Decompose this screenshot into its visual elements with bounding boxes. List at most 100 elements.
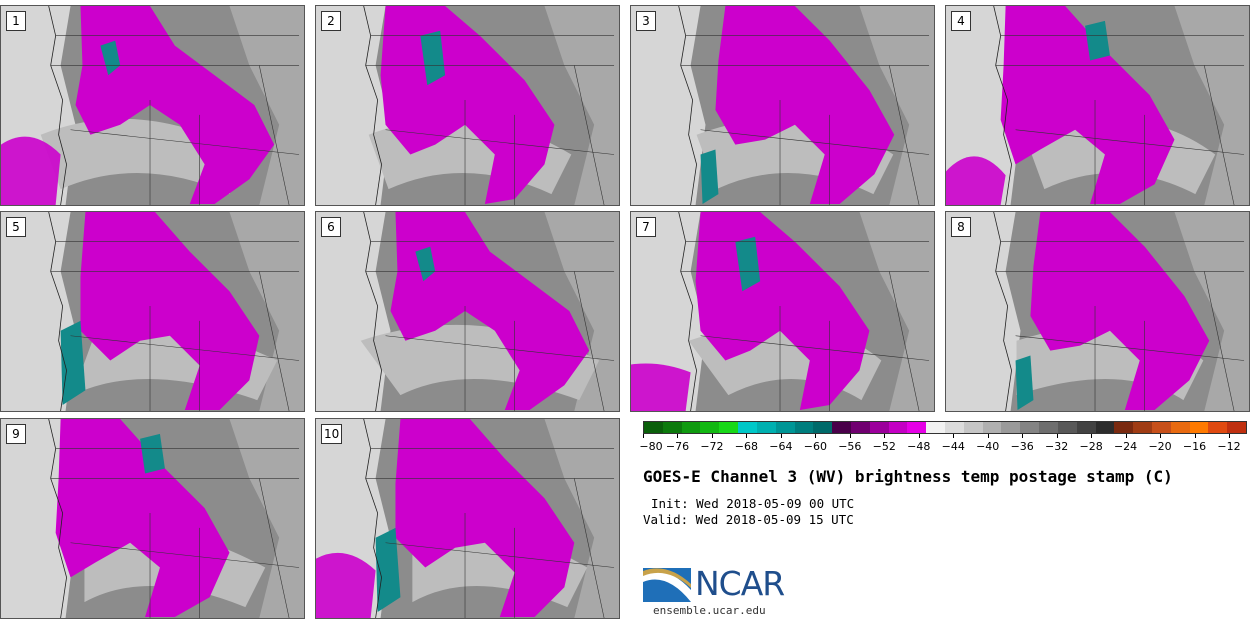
colorbar-swatch <box>907 422 927 433</box>
panel-number: 8 <box>951 217 971 237</box>
postage-stamp-panel: 4 <box>945 5 1250 206</box>
colorbar-swatch <box>719 422 739 433</box>
colorbar-tick-label: −64 <box>769 440 793 453</box>
ncar-logo-text: NCAR <box>695 564 785 603</box>
figure-title: GOES-E Channel 3 (WV) brightness temp po… <box>643 467 1173 486</box>
colorbar-swatch <box>1057 422 1077 433</box>
colorbar-swatch <box>1170 422 1190 433</box>
colorbar-swatch <box>1133 422 1152 433</box>
postage-stamp-panel: 6 <box>315 211 620 412</box>
colorbar-swatch <box>1208 422 1228 433</box>
brightness-temp-map <box>946 212 1249 411</box>
colorbar-swatch <box>926 422 945 433</box>
colorbar-swatch <box>963 422 983 433</box>
colorbar-swatch <box>982 422 1002 433</box>
postage-stamp-panel: 10 <box>315 418 620 619</box>
panel-number: 3 <box>636 11 656 31</box>
colorbar-tick-label: −40 <box>976 440 1000 453</box>
postage-stamp-panel: 3 <box>630 5 935 206</box>
colorbar-tick-label: −72 <box>700 440 724 453</box>
colorbar-swatch <box>1001 422 1021 433</box>
colorbar-swatch <box>832 422 851 433</box>
colorbar-tick-label: −36 <box>1010 440 1034 453</box>
panel-number: 2 <box>321 11 341 31</box>
colorbar-tick <box>1125 434 1127 438</box>
brightness-temp-map <box>1 212 304 411</box>
postage-stamp-panel: 8 <box>945 211 1250 412</box>
brightness-temp-map <box>631 6 934 205</box>
colorbar-swatch <box>888 422 908 433</box>
postage-stamp-panel: 5 <box>0 211 305 412</box>
colorbar-tick <box>1022 434 1024 438</box>
colorbar-tick-label: −80 <box>639 440 663 453</box>
colorbar-swatch <box>775 422 795 433</box>
colorbar-tick-label: −52 <box>872 440 896 453</box>
colorbar-tick <box>677 434 679 438</box>
colorbar-tick-label: −28 <box>1079 440 1103 453</box>
colorbar-tick <box>1091 434 1093 438</box>
colorbar-tick <box>711 434 713 438</box>
colorbar-swatch <box>1114 422 1134 433</box>
colorbar-swatch <box>644 422 663 433</box>
colorbar-swatch <box>1227 422 1246 433</box>
colorbar-swatch <box>1076 422 1096 433</box>
postage-stamp-panel: 9 <box>0 418 305 619</box>
colorbar-swatch <box>869 422 889 433</box>
colorbar-tick <box>746 434 748 438</box>
colorbar-tick-label: −56 <box>838 440 862 453</box>
panel-number: 1 <box>6 11 26 31</box>
colorbar-tick-label: −16 <box>1182 440 1207 453</box>
colorbar-tick-label: −20 <box>1148 440 1172 453</box>
brightness-temp-map <box>316 419 619 618</box>
postage-stamp-panel: 2 <box>315 5 620 206</box>
colorbar-tick-label: −32 <box>1045 440 1069 453</box>
panel-number: 5 <box>6 217 26 237</box>
colorbar-swatch <box>700 422 720 433</box>
site-url: ensemble.ucar.edu <box>653 604 766 617</box>
colorbar-tick <box>918 434 920 438</box>
colorbar-tick <box>1056 434 1058 438</box>
panel-number: 10 <box>321 424 343 444</box>
valid-time: Valid: Wed 2018-05-09 15 UTC <box>643 512 854 527</box>
colorbar <box>643 421 1247 434</box>
colorbar-swatch <box>794 422 814 433</box>
colorbar-tick <box>780 434 782 438</box>
colorbar-swatch <box>850 422 870 433</box>
colorbar-swatch <box>681 422 701 433</box>
colorbar-tick-label: −48 <box>907 440 931 453</box>
colorbar-tick <box>1194 434 1196 438</box>
colorbar-tick-label: −68 <box>734 440 759 453</box>
colorbar-swatch <box>738 422 757 433</box>
colorbar-tick-label: −60 <box>803 440 827 453</box>
colorbar-swatch <box>813 422 833 433</box>
colorbar-tick-label: −12 <box>1217 440 1241 453</box>
colorbar-tick <box>953 434 955 438</box>
colorbar-tick-label: −24 <box>1113 440 1138 453</box>
colorbar-swatch <box>1039 422 1058 433</box>
colorbar-swatch <box>1020 422 1040 433</box>
colorbar-tick-label: −44 <box>941 440 965 453</box>
brightness-temp-map <box>1 419 304 618</box>
colorbar-swatch <box>1189 422 1209 433</box>
colorbar-tick <box>643 434 644 438</box>
panel-number: 9 <box>6 424 26 444</box>
colorbar-tick <box>987 434 989 438</box>
panel-number: 6 <box>321 217 341 237</box>
colorbar-swatch <box>1151 422 1171 433</box>
postage-stamp-panel: 1 <box>0 5 305 206</box>
brightness-temp-map <box>316 6 619 205</box>
colorbar-swatch <box>945 422 964 433</box>
colorbar-tick <box>1160 434 1162 438</box>
colorbar-tick <box>815 434 817 438</box>
colorbar-ticks: −80 −76 −72 −68 −64 −60 −56 −52 −48 −44 −40 −36 −32−… <box>639 434 1247 454</box>
panel-number: 4 <box>951 11 971 31</box>
brightness-temp-map <box>316 212 619 411</box>
colorbar-tick <box>1229 434 1230 438</box>
init-time: Init: Wed 2018-05-09 00 UTC <box>651 496 855 511</box>
colorbar-swatch <box>1095 422 1115 433</box>
postage-stamp-panel: 7 <box>630 211 935 412</box>
brightness-temp-map <box>946 6 1249 205</box>
colorbar-tick <box>849 434 851 438</box>
brightness-temp-map <box>631 212 934 411</box>
panel-number: 7 <box>636 217 656 237</box>
